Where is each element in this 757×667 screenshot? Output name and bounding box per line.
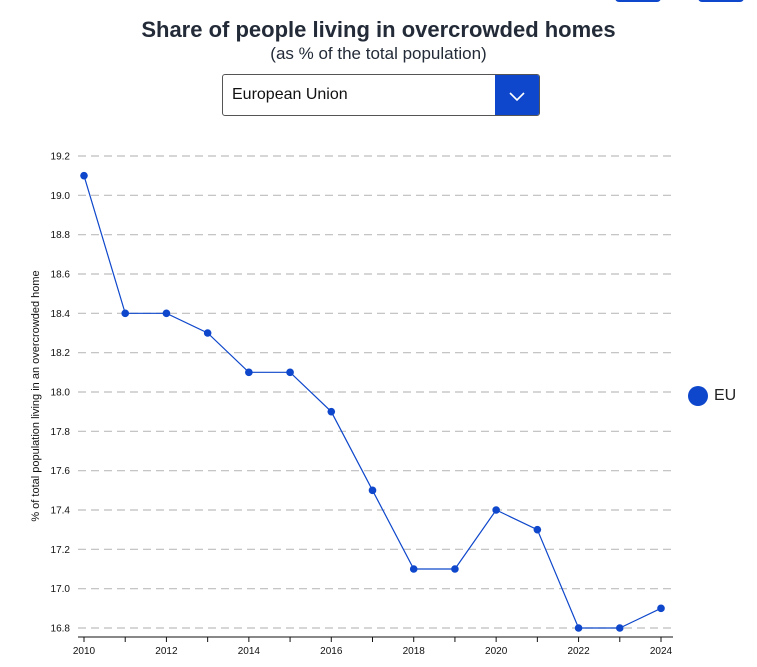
series-line-eu bbox=[83, 175, 662, 629]
legend-label-eu: EU bbox=[714, 387, 737, 404]
x-tick-label: 2016 bbox=[320, 646, 343, 657]
data-point bbox=[121, 309, 130, 318]
dropdown-button[interactable] bbox=[495, 75, 539, 115]
data-point bbox=[286, 368, 294, 377]
y-axis-title: % of total population living in an overc… bbox=[30, 270, 42, 521]
x-tick-label: 2022 bbox=[567, 646, 590, 657]
y-tick-label: 18.2 bbox=[51, 348, 71, 359]
chart-title: Share of people living in overcrowded ho… bbox=[141, 17, 616, 42]
y-tick-label: 17.8 bbox=[51, 427, 71, 438]
legend-marker-eu bbox=[688, 386, 708, 406]
x-tick-label: 2014 bbox=[238, 646, 261, 657]
data-point bbox=[203, 329, 212, 337]
data-point bbox=[533, 525, 542, 534]
data-point bbox=[451, 565, 459, 573]
y-tick-label: 16.8 bbox=[51, 624, 71, 635]
data-point bbox=[492, 506, 500, 514]
data-point bbox=[327, 407, 336, 416]
legend[interactable]: EU bbox=[688, 386, 736, 406]
y-tick-label: 17.0 bbox=[51, 584, 71, 595]
data-point bbox=[657, 604, 665, 613]
x-tick-label: 2018 bbox=[403, 646, 426, 657]
x-tick-label: 2010 bbox=[73, 646, 96, 657]
y-tick-label: 17.4 bbox=[51, 506, 71, 517]
y-tick-label: 18.6 bbox=[51, 270, 71, 281]
y-tick-label: 19.0 bbox=[51, 191, 71, 202]
data-point bbox=[80, 171, 88, 180]
data-point bbox=[368, 486, 377, 495]
data-point bbox=[162, 309, 171, 318]
x-tick-label: 2024 bbox=[650, 646, 673, 657]
y-tick-label: 19.2 bbox=[51, 152, 71, 163]
y-tick-label: 17.6 bbox=[51, 466, 71, 477]
y-tick-label: 18.0 bbox=[51, 388, 71, 399]
chart-subtitle: (as % of the total population) bbox=[270, 44, 487, 63]
y-tick-label: 18.8 bbox=[51, 230, 71, 241]
x-tick-label: 2020 bbox=[485, 646, 508, 657]
country-select[interactable]: European Union bbox=[222, 74, 540, 116]
data-point bbox=[615, 624, 624, 632]
country-select-value: European Union bbox=[232, 86, 348, 103]
y-tick-label: 18.4 bbox=[51, 309, 71, 320]
top-button-2[interactable] bbox=[698, 0, 744, 2]
chevron-down-icon bbox=[509, 92, 525, 102]
x-tick-label: 2012 bbox=[155, 646, 178, 657]
data-point bbox=[409, 565, 418, 573]
data-point bbox=[245, 368, 253, 377]
y-tick-label: 17.2 bbox=[51, 545, 71, 556]
top-button-1[interactable] bbox=[615, 0, 661, 2]
data-point bbox=[574, 624, 583, 632]
